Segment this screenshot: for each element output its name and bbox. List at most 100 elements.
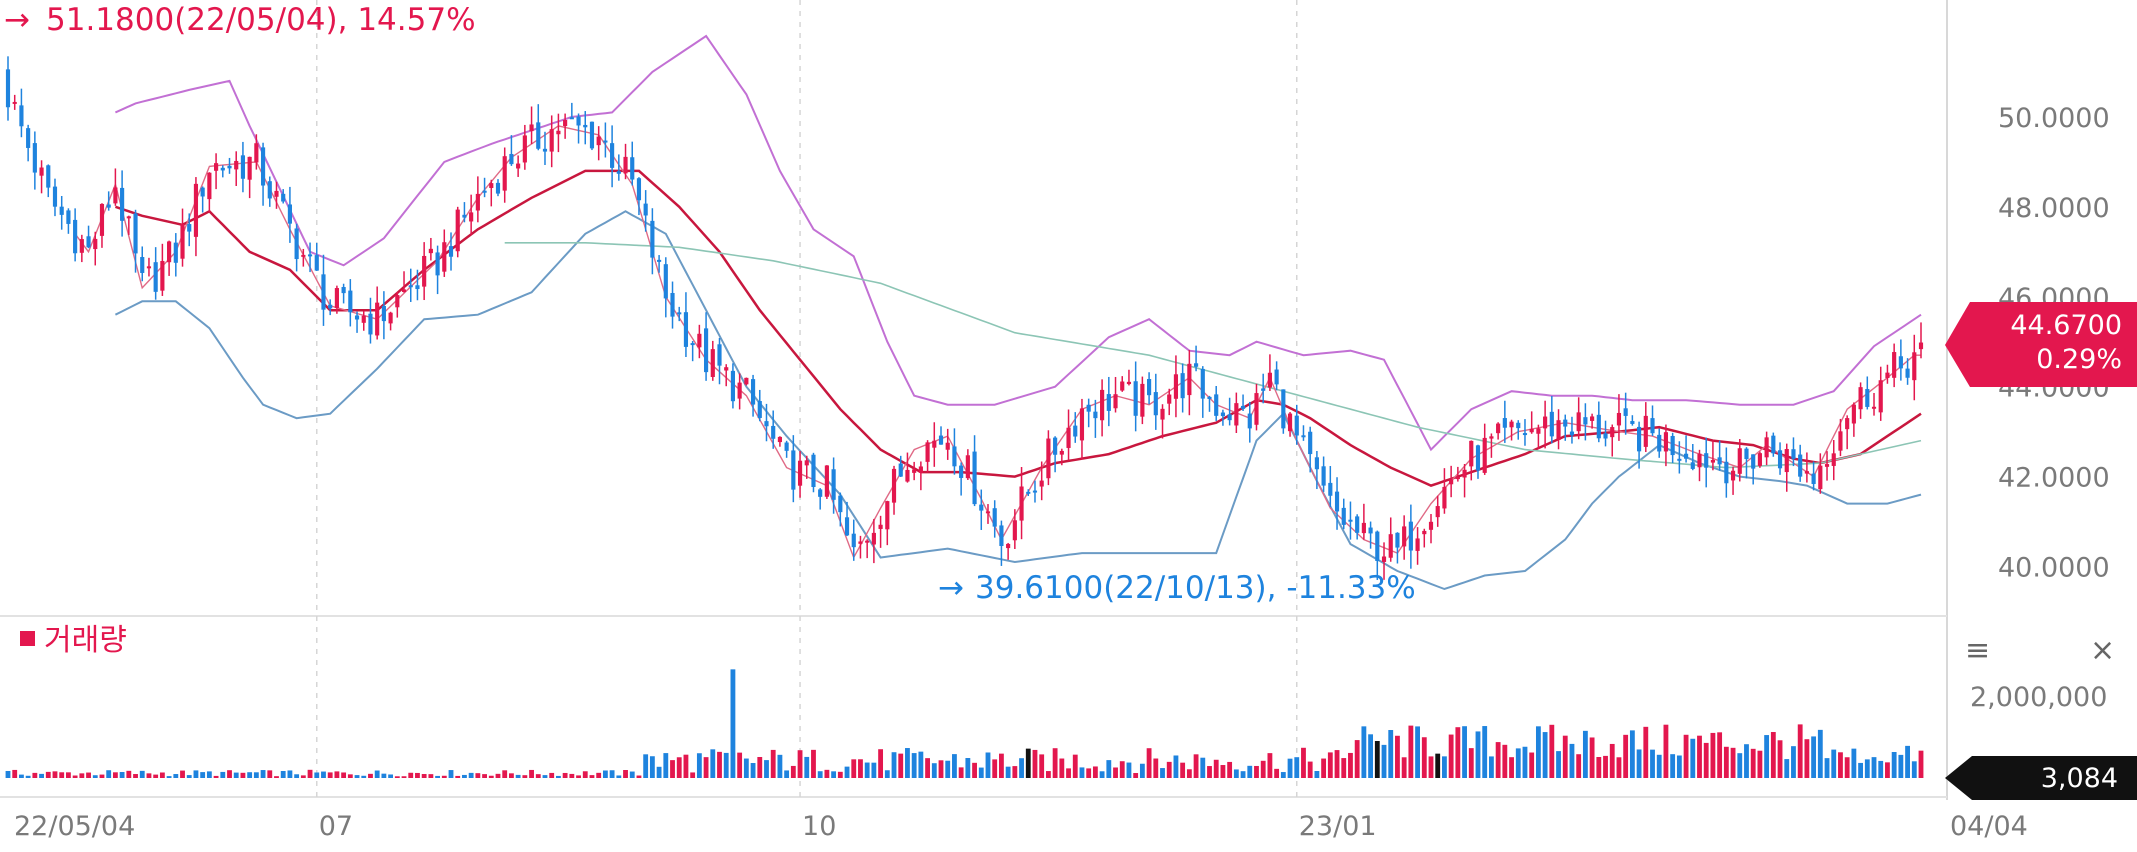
volume-bar [831,771,837,778]
volume-bar [1267,753,1273,778]
candle-body [482,190,487,193]
candle-body [1415,538,1420,551]
candle-body [1053,437,1058,455]
volume-bar [1864,759,1870,778]
candle-body [1898,356,1903,369]
candle-body [576,116,581,126]
candle-body [99,203,105,236]
candle-body [784,442,789,451]
candle-body [1328,482,1333,496]
candle-body [1449,479,1454,485]
candle-body [1831,453,1836,466]
candle-body [1153,392,1158,416]
candle-body [1838,431,1843,451]
volume-bar [1374,741,1380,778]
close-icon[interactable]: × [2090,633,2115,668]
volume-bar [19,774,24,778]
menu-icon[interactable]: ≡ [1965,633,1990,668]
volume-bar [730,669,736,778]
volume-bar [1670,754,1676,778]
candle-body [1019,486,1024,521]
volume-bar [1811,736,1817,778]
candle-body [589,121,595,149]
candle-body [744,377,749,385]
candle-body [213,163,219,171]
volume-bar [1717,732,1723,778]
candle-body [354,315,360,320]
candle-body [1590,416,1595,421]
volume-bar [1052,748,1058,778]
volume-bar [1603,755,1608,778]
candle-body [878,524,883,529]
candle-body [193,183,199,237]
volume-bar [1817,729,1823,778]
candle-body [703,328,709,373]
candle-body [368,313,373,335]
volume-bar [1361,726,1367,778]
volume-bar [1683,734,1689,778]
candle-body [1334,491,1340,512]
volume-bar [1589,737,1595,778]
volume-bar [408,772,414,778]
candle-body [93,238,98,250]
candle-body [1247,413,1252,429]
candle-body [1663,432,1669,452]
candle-body [1824,464,1830,467]
candle-body [274,190,279,197]
volume-bar [193,770,199,778]
candle-body [1704,453,1709,468]
volume-bar [663,753,669,778]
volume-bar [770,749,776,778]
volume-bar [938,760,944,778]
volume-bar [1113,767,1118,778]
candle-body [281,193,286,202]
candle-body [630,157,635,180]
volume-bar [1066,768,1071,778]
candle-body [1375,531,1380,561]
volume-bar [253,772,259,778]
volume-bar [1240,771,1246,778]
volume-bar [555,775,561,778]
candle-body [1744,448,1749,460]
volume-bar [542,775,548,778]
candle-body [1616,412,1622,426]
candle-body [1113,394,1118,409]
candle-body [777,436,782,443]
volume-bar [891,752,897,778]
candle-body [1187,363,1192,396]
volume-bar [522,775,528,778]
candle-body [428,248,433,254]
candle-body [1261,388,1266,391]
volume-bar [1844,757,1850,778]
candle-body [1361,522,1366,534]
candle-body [1469,440,1474,467]
volume-bar [347,774,353,778]
candle-body [1046,438,1051,479]
volume-title: 거래량 [44,623,127,658]
price-tick-label: 40.0000 [1998,553,2110,584]
volume-bar [683,754,689,778]
candle-body [556,130,561,135]
candle-body [1039,480,1044,487]
candle-body [697,333,702,348]
candle-body [918,466,923,473]
candle-body [1428,521,1434,530]
price-tick-label: 42.0000 [1998,463,2110,494]
volume-bar [1301,747,1306,778]
volume-bar [992,759,998,778]
candle-body [1677,458,1682,461]
candle-body [925,442,930,462]
candle-body [227,165,232,169]
candle-body [375,302,380,336]
candle-body [643,203,648,216]
candle-body [113,187,118,204]
volume-bar [1348,752,1353,778]
volume-bar [898,753,904,778]
candle-body [912,469,917,473]
moving-average-line [114,169,1922,487]
candle-body [1851,404,1856,424]
time-tick-label: 04/04 [1950,811,2028,842]
candle-body [321,274,326,310]
volume-bar [213,775,219,778]
volume-bar [549,772,555,778]
